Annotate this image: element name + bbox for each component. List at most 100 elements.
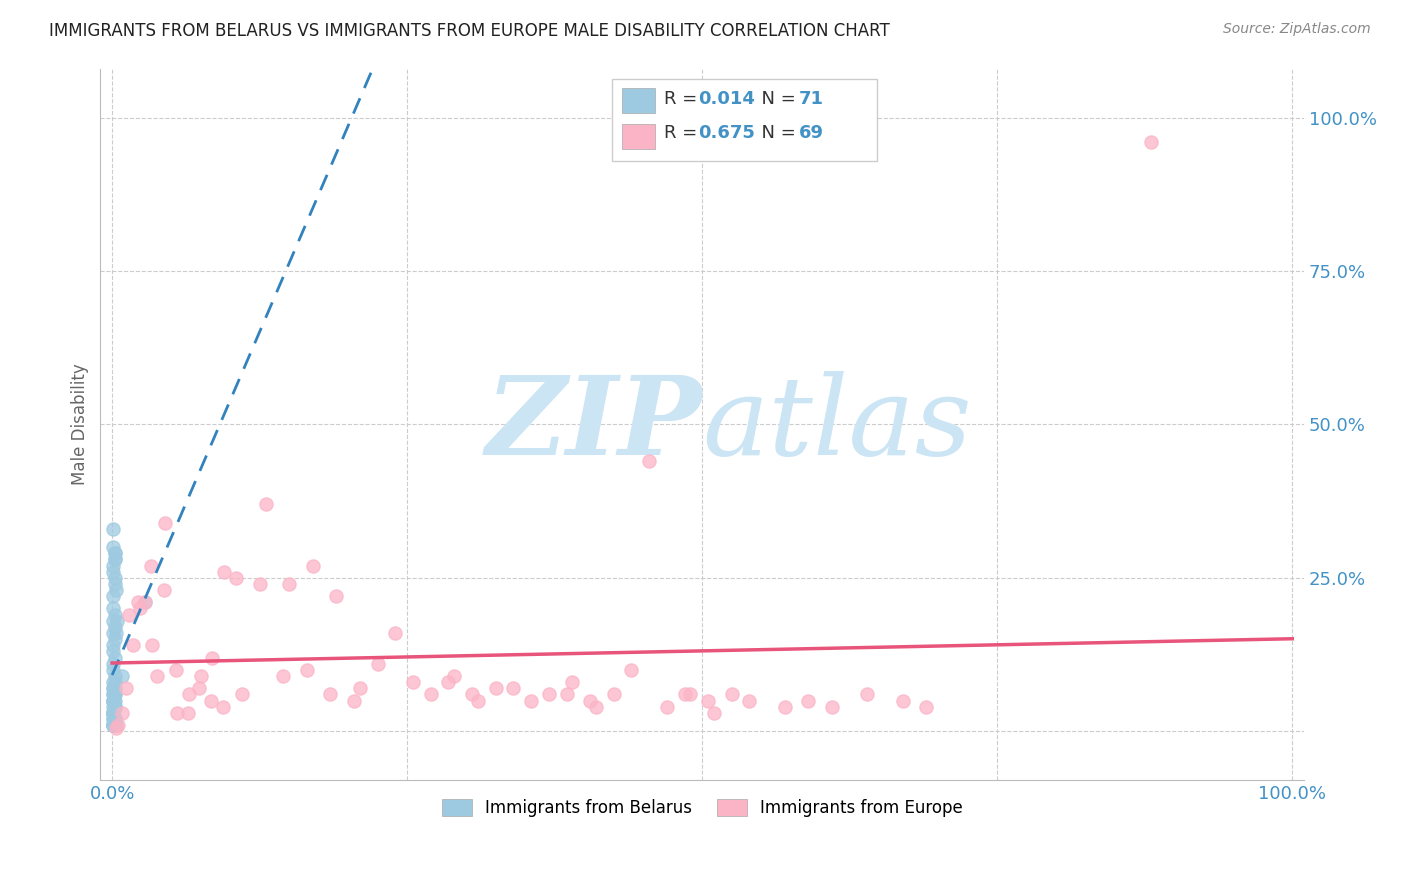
- Point: [118, 607, 141, 622]
- Point: [115, 681, 138, 696]
- FancyBboxPatch shape: [621, 124, 655, 149]
- Text: 0.675: 0.675: [699, 124, 755, 142]
- Point: [103, 699, 125, 714]
- Point: [697, 693, 720, 707]
- Point: [190, 669, 212, 683]
- Point: [103, 589, 125, 603]
- Point: [467, 693, 489, 707]
- Legend: Immigrants from Belarus, Immigrants from Europe: Immigrants from Belarus, Immigrants from…: [433, 790, 972, 825]
- Point: [103, 687, 125, 701]
- FancyBboxPatch shape: [612, 79, 877, 161]
- Point: [212, 699, 235, 714]
- Point: [103, 638, 125, 652]
- Point: [103, 552, 125, 566]
- Point: [166, 706, 188, 720]
- Point: [122, 638, 145, 652]
- Point: [200, 693, 222, 707]
- Point: [103, 693, 125, 707]
- Point: [103, 607, 125, 622]
- Point: [103, 558, 125, 573]
- Point: [103, 546, 125, 560]
- Point: [301, 558, 323, 573]
- Point: [176, 706, 198, 720]
- Point: [188, 681, 211, 696]
- Point: [891, 693, 914, 707]
- Point: [278, 577, 301, 591]
- Point: [103, 693, 125, 707]
- Text: N =: N =: [751, 90, 801, 108]
- Point: [103, 718, 125, 732]
- Point: [103, 565, 125, 579]
- Point: [103, 712, 125, 726]
- Y-axis label: Male Disability: Male Disability: [72, 364, 89, 485]
- Point: [103, 699, 125, 714]
- Text: R =: R =: [664, 90, 703, 108]
- Point: [103, 681, 125, 696]
- Point: [103, 712, 125, 726]
- Point: [655, 699, 678, 714]
- Point: [1139, 135, 1161, 149]
- Point: [561, 675, 583, 690]
- Point: [579, 693, 602, 707]
- Point: [134, 595, 156, 609]
- Point: [821, 699, 844, 714]
- Point: [103, 552, 125, 566]
- Point: [107, 718, 129, 732]
- Point: [103, 540, 125, 554]
- Point: [443, 669, 465, 683]
- Point: [103, 712, 125, 726]
- Point: [295, 663, 318, 677]
- Point: [103, 712, 125, 726]
- Point: [720, 687, 742, 701]
- Point: [103, 632, 125, 647]
- Point: [103, 706, 125, 720]
- Point: [679, 687, 702, 701]
- Text: Source: ZipAtlas.com: Source: ZipAtlas.com: [1223, 22, 1371, 37]
- Point: [537, 687, 560, 701]
- Point: [271, 669, 294, 683]
- Point: [103, 706, 125, 720]
- Point: [103, 522, 125, 536]
- Point: [165, 663, 187, 677]
- Point: [325, 589, 347, 603]
- Text: N =: N =: [751, 124, 801, 142]
- Point: [103, 712, 125, 726]
- Point: [349, 681, 371, 696]
- Point: [103, 706, 125, 720]
- FancyBboxPatch shape: [621, 88, 655, 113]
- Point: [103, 718, 125, 732]
- Point: [103, 712, 125, 726]
- Point: [103, 712, 125, 726]
- Point: [103, 699, 125, 714]
- Point: [103, 693, 125, 707]
- Point: [134, 595, 156, 609]
- Point: [146, 669, 169, 683]
- Point: [103, 663, 125, 677]
- Point: [103, 644, 125, 658]
- Point: [555, 687, 578, 701]
- Point: [103, 712, 125, 726]
- Point: [129, 601, 152, 615]
- Point: [502, 681, 524, 696]
- Point: [461, 687, 484, 701]
- Point: [103, 669, 125, 683]
- Point: [103, 718, 125, 732]
- Point: [485, 681, 508, 696]
- Point: [319, 687, 342, 701]
- Point: [103, 693, 125, 707]
- Point: [402, 675, 425, 690]
- Point: [177, 687, 200, 701]
- Point: [103, 712, 125, 726]
- Point: [104, 718, 127, 732]
- Point: [103, 693, 125, 707]
- Text: ZIP: ZIP: [485, 371, 702, 478]
- Point: [103, 614, 125, 628]
- Point: [127, 595, 149, 609]
- Point: [103, 718, 125, 732]
- Point: [103, 546, 125, 560]
- Point: [104, 583, 127, 598]
- Point: [103, 712, 125, 726]
- Point: [103, 706, 125, 720]
- Point: [384, 626, 406, 640]
- Point: [367, 657, 389, 671]
